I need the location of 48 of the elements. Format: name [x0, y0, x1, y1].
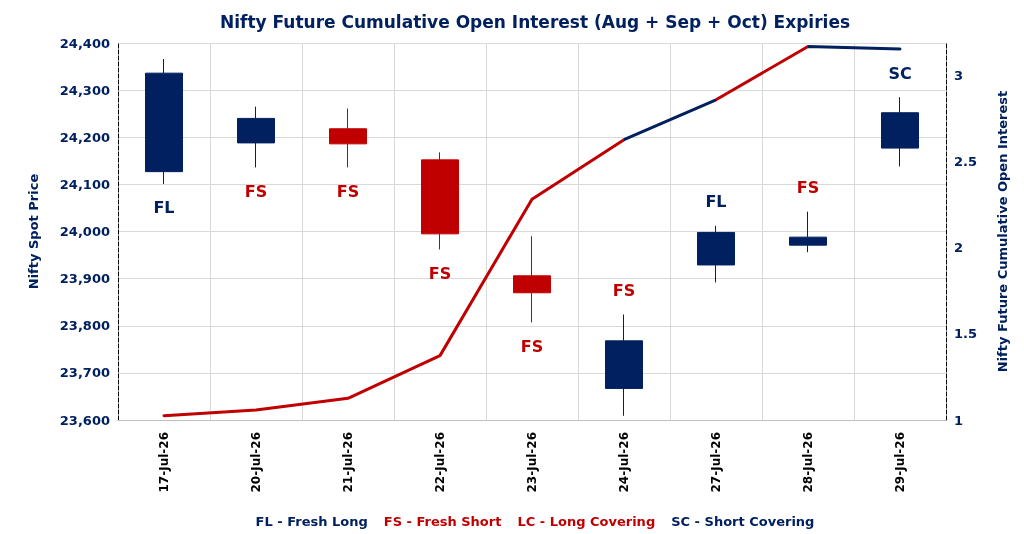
x-tick-label: 28-Jul-26: [801, 432, 815, 493]
x-tick-label: 27-Jul-26: [709, 432, 723, 493]
x-tick-label: 21-Jul-26: [341, 432, 355, 493]
candlestick: [697, 225, 735, 283]
y-tick-label: 24,100: [59, 176, 110, 192]
chart-title: Nifty Future Cumulative Open Interest (Aug + Sep + Oct) Expiries: [219, 11, 851, 32]
y2-axis-title: Nifty Future Cumulative Open Interest: [995, 90, 1010, 373]
candlestick: [881, 96, 919, 167]
text: FL: [153, 198, 175, 218]
x-tick-label: 29-Jul-26: [893, 432, 907, 493]
x-tick-label: 17-Jul-26: [157, 432, 171, 493]
candlestick: [237, 106, 275, 168]
x-tick-label: 20-Jul-26: [249, 432, 263, 493]
y2-tick-label: 1.5: [954, 326, 978, 342]
x-tick-label: 24-Jul-26: [617, 432, 631, 493]
text: SC - Short Covering: [671, 514, 815, 529]
candlestick: [605, 313, 643, 417]
candlestick: [329, 108, 367, 168]
y2-tick-label: 2: [954, 240, 964, 256]
y-tick-label: 23,700: [59, 365, 110, 381]
x-tick-label: 23-Jul-26: [525, 432, 539, 493]
text: FS: [612, 280, 636, 300]
y2-tick-label: 1: [954, 412, 964, 428]
text: FL: [705, 192, 727, 212]
candlestick: [513, 235, 551, 323]
text: FS: [520, 336, 544, 356]
y-tick-label: 23,600: [59, 412, 110, 428]
y-tick-label: 24,300: [59, 82, 110, 98]
text: FS - Fresh Short: [383, 514, 502, 529]
y-tick-label: 24,000: [59, 224, 110, 239]
y2-tick-label: 2.5: [954, 154, 978, 170]
text: FS: [428, 263, 452, 283]
candlestick: [421, 151, 459, 250]
text: FL - Fresh Long: [255, 514, 368, 529]
y-tick-label: 24,400: [59, 35, 110, 51]
candlestick: [145, 58, 183, 185]
y-tick-label: 24,200: [59, 129, 110, 145]
y-tick-label: 23,800: [59, 318, 110, 334]
x-tick-label: 22-Jul-26: [433, 432, 447, 493]
candlestick: [789, 211, 827, 253]
text: FS: [336, 181, 360, 201]
text: LC - Long Covering: [517, 514, 656, 529]
text: SC: [888, 63, 912, 83]
y2-tick-label: 3: [954, 68, 964, 84]
text: FS: [796, 178, 820, 198]
text: FS: [244, 181, 268, 201]
y-axis-title: Nifty Spot Price: [26, 173, 41, 290]
y-tick-label: 23,900: [59, 271, 110, 287]
